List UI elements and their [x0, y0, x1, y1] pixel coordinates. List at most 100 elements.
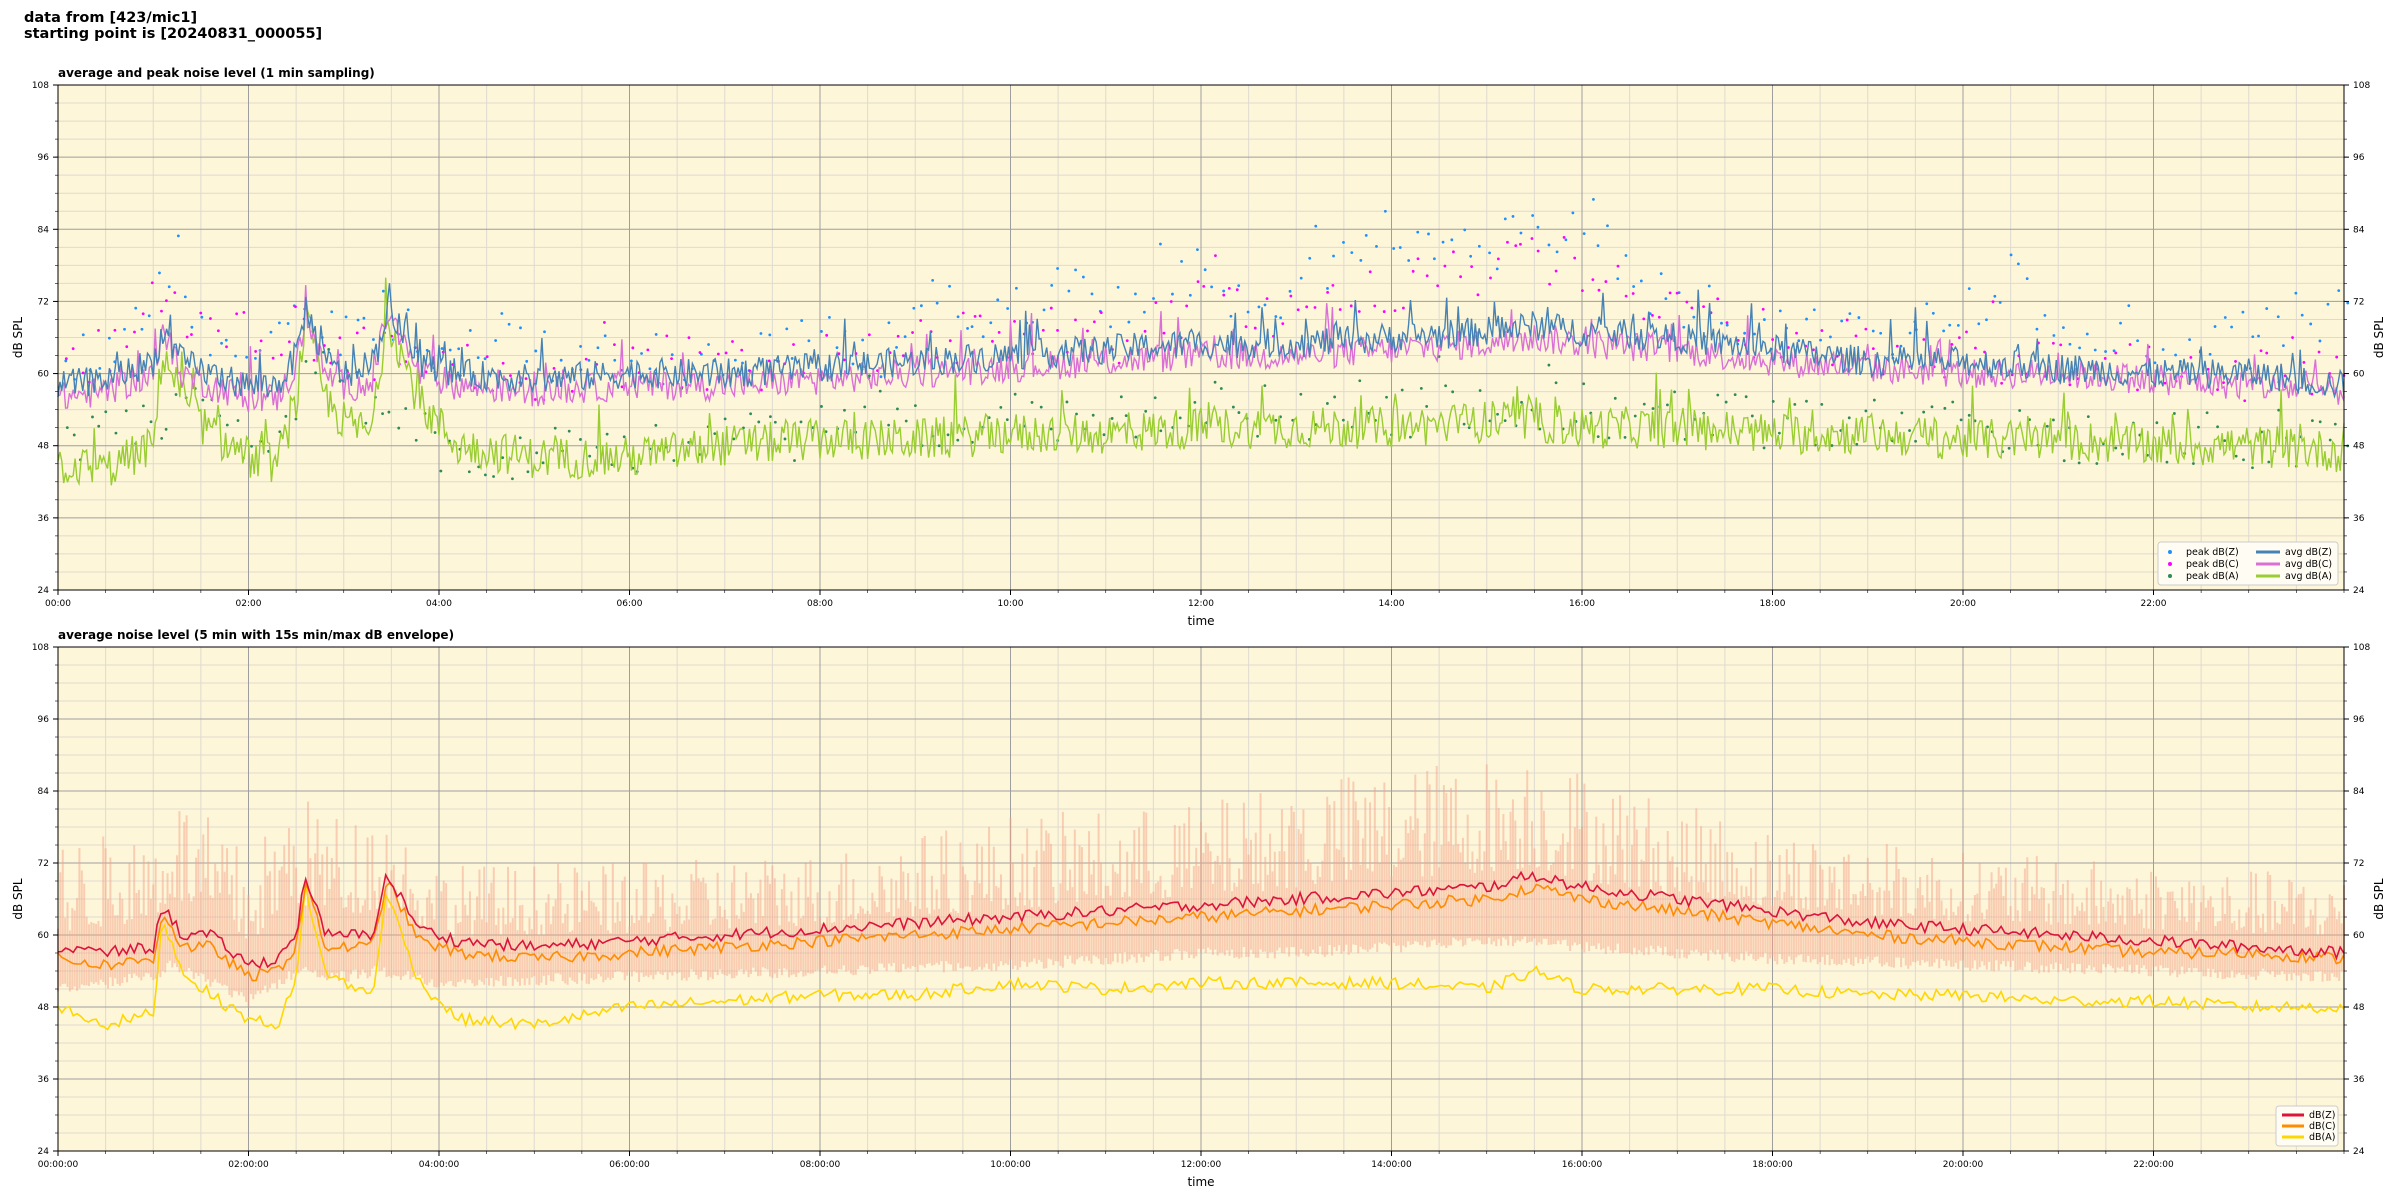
peak-point	[799, 420, 803, 424]
peak-point	[185, 335, 189, 339]
peak-point	[190, 333, 193, 336]
peak-point	[1253, 326, 1257, 330]
peak-point	[640, 352, 643, 355]
peak-point	[381, 289, 385, 293]
series-peak-db-z-	[64, 197, 2350, 386]
peak-point	[1582, 382, 1586, 386]
peak-point	[1333, 395, 1337, 399]
peak-point	[225, 423, 229, 427]
peak-point	[1214, 254, 1217, 258]
peak-point	[1819, 338, 1822, 342]
peak-point	[525, 359, 529, 363]
peak-point	[1134, 292, 1137, 296]
peak-point	[2257, 334, 2260, 338]
peak-point	[1564, 238, 1568, 242]
peak-point	[1196, 248, 1199, 252]
peak-point	[2112, 349, 2116, 353]
peak-point	[1478, 389, 1482, 392]
peak-point	[2016, 262, 2020, 266]
peak-point	[125, 345, 129, 349]
peak-point	[1519, 242, 1522, 246]
y-tick-label-right: 48	[2353, 442, 2365, 452]
peak-point	[254, 350, 258, 353]
peak-point	[935, 301, 939, 305]
peak-point	[1385, 395, 1388, 399]
peak-point	[64, 357, 68, 361]
peak-point	[158, 271, 161, 275]
peak-point	[476, 356, 480, 360]
y-tick-label-left: 84	[38, 787, 50, 797]
peak-point	[2318, 420, 2322, 424]
peak-point	[1778, 309, 1782, 313]
x-tick-label: 16:00	[1569, 599, 1595, 609]
peak-point	[981, 335, 985, 339]
y-tick-label-left: 96	[38, 153, 50, 163]
peak-point	[1102, 433, 1106, 437]
peak-point	[104, 410, 108, 414]
peak-point	[1840, 319, 1844, 323]
peak-point	[174, 393, 178, 396]
peak-point	[1623, 436, 1627, 439]
legend-label: peak dB(Z)	[2186, 547, 2239, 558]
peak-point	[2045, 424, 2049, 428]
peak-point	[1555, 250, 1559, 254]
peak-point	[1531, 214, 1535, 217]
peak-point	[1664, 297, 1668, 301]
peak-point	[123, 327, 126, 331]
y-tick-label-left: 60	[38, 370, 50, 380]
peak-point	[1908, 429, 1911, 432]
x-tick-label: 20:00:00	[1943, 1160, 1984, 1170]
peak-point	[1042, 308, 1046, 312]
peak-point	[2223, 439, 2227, 443]
peak-point	[999, 405, 1003, 409]
peak-point	[519, 326, 522, 330]
peak-point	[97, 424, 101, 428]
peak-point	[1467, 426, 1471, 430]
x-tick-label: 10:00	[998, 599, 1024, 609]
peak-point	[2265, 351, 2269, 355]
peak-point	[1313, 306, 1317, 309]
peak-point	[1185, 304, 1189, 308]
peak-point	[904, 419, 908, 423]
peak-point	[552, 366, 556, 370]
peak-point	[494, 339, 498, 342]
peak-point	[2309, 322, 2313, 326]
peak-point	[2281, 344, 2285, 348]
peak-point	[483, 473, 487, 477]
peak-point	[2223, 316, 2227, 319]
peak-point	[1871, 329, 1875, 333]
peak-point	[1582, 232, 1586, 236]
legend-marker	[2168, 550, 2172, 554]
peak-point	[807, 339, 811, 343]
peak-point	[1633, 414, 1637, 418]
peak-point	[785, 327, 789, 331]
peak-point	[1441, 240, 1445, 244]
peak-point	[1427, 232, 1430, 236]
peak-point	[1702, 305, 1705, 308]
peak-point	[1639, 279, 1643, 283]
peak-point	[2163, 381, 2167, 385]
peak-point	[603, 334, 607, 338]
peak-point	[901, 354, 905, 358]
peak-point	[863, 405, 867, 409]
peak-point	[2059, 343, 2063, 347]
peak-point	[768, 333, 772, 337]
peak-point	[242, 311, 246, 314]
y-tick-label-left: 60	[38, 931, 50, 941]
peak-point	[467, 470, 471, 474]
peak-point	[2068, 383, 2072, 387]
peak-point	[433, 431, 437, 434]
x-tick-label: 04:00	[426, 599, 452, 609]
peak-point	[1793, 402, 1797, 406]
x-tick-label: 06:00	[617, 599, 643, 609]
peak-point	[1771, 338, 1775, 341]
peak-point	[65, 426, 69, 430]
y-tick-label-right: 72	[2353, 859, 2364, 869]
peak-point	[1416, 257, 1420, 261]
peak-point	[485, 355, 489, 359]
peak-point	[1488, 251, 1491, 255]
peak-point	[1383, 209, 1387, 213]
peak-point	[620, 385, 624, 389]
peak-point	[141, 312, 145, 316]
peak-point	[1562, 235, 1566, 239]
